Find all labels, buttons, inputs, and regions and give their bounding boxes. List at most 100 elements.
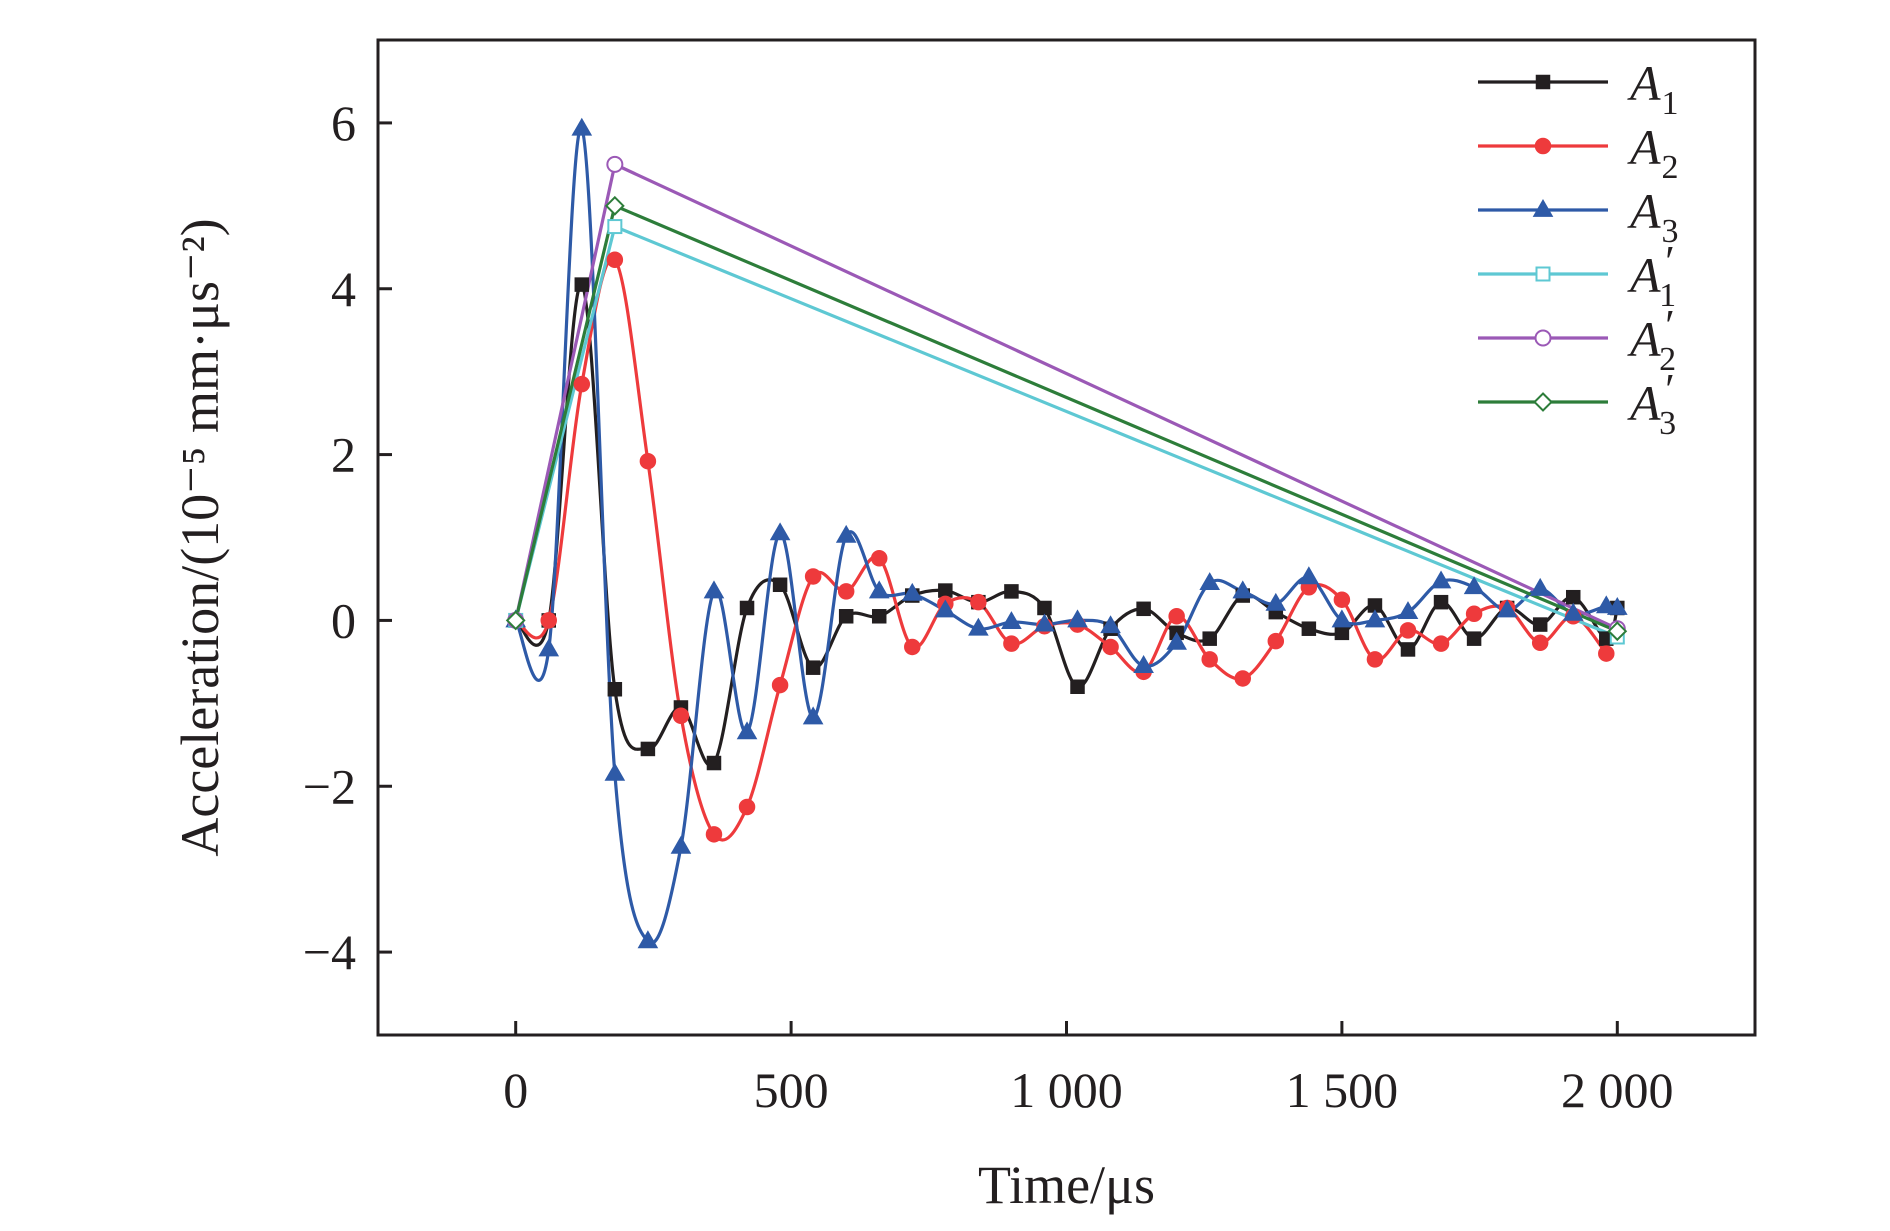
data-point <box>1102 638 1119 656</box>
data-point <box>606 155 624 173</box>
legend-label: A′ 2 <box>1627 301 1676 378</box>
data-point <box>938 583 953 598</box>
data-point <box>1166 631 1187 650</box>
data-point <box>739 600 755 616</box>
data-point <box>538 638 560 657</box>
data-point <box>1606 596 1628 615</box>
x-tick-label: 0 <box>503 1062 528 1118</box>
y-tick-label: 6 <box>331 95 356 151</box>
legend-label-prime: ′ <box>1663 365 1674 414</box>
data-point <box>1496 599 1518 618</box>
data-point <box>1562 602 1584 621</box>
data-point <box>672 707 690 725</box>
data-point <box>1070 679 1085 694</box>
data-point <box>1133 655 1154 673</box>
data-point <box>1298 566 1320 585</box>
data-point <box>1465 605 1483 623</box>
data-point <box>968 617 989 636</box>
data-point <box>1397 601 1419 620</box>
legend-item: A2 <box>1478 119 1679 186</box>
data-point <box>1331 609 1353 628</box>
data-point <box>705 826 723 843</box>
data-point <box>1334 625 1350 641</box>
data-point <box>1565 589 1581 605</box>
data-point <box>1529 577 1551 596</box>
legend-item: A′ 1 <box>1478 237 1676 314</box>
data-point <box>571 117 593 136</box>
data-point <box>1430 570 1452 589</box>
x-tick-label: 1 500 <box>1286 1062 1399 1118</box>
data-point <box>1301 621 1317 636</box>
data-point <box>1136 601 1151 617</box>
data-point <box>870 549 888 567</box>
data-point <box>1201 651 1218 668</box>
y-axis-title: Acceleration/(10⁻⁵ mm·μs⁻²) <box>170 218 230 856</box>
data-point <box>1100 615 1121 634</box>
data-point <box>637 930 659 949</box>
data-point <box>1004 584 1019 599</box>
data-point <box>1400 642 1416 657</box>
data-point <box>935 599 956 618</box>
data-point <box>604 762 626 781</box>
data-point <box>1199 572 1221 591</box>
y-tick-label: 2 <box>331 427 356 483</box>
legend-label-prime: ′ <box>1663 237 1674 286</box>
data-point <box>1034 613 1055 632</box>
data-point <box>703 580 725 599</box>
data-point <box>970 593 987 611</box>
data-point <box>1531 634 1549 652</box>
data-point <box>1466 631 1482 646</box>
legend-item: A′ 2 <box>1478 301 1676 378</box>
data-point <box>505 610 526 631</box>
series-line-6 <box>514 204 1618 633</box>
data-point <box>802 706 824 725</box>
plot-frame <box>376 38 1757 1037</box>
x-axis: 0 500 1 000 1 500 2 000 <box>503 1021 1674 1118</box>
y-tick-label: 4 <box>331 261 356 317</box>
legend-label-sub: 2 <box>1662 149 1679 186</box>
legend-label-main: A <box>1627 119 1661 175</box>
legend-label: A2 <box>1627 119 1679 186</box>
series-lines <box>514 126 1619 945</box>
legend-label-sub: 3 <box>1662 213 1679 250</box>
data-point <box>769 522 791 541</box>
data-point <box>1168 608 1185 625</box>
data-point <box>606 251 624 268</box>
legend-item: A1 <box>1478 55 1679 122</box>
data-point <box>1364 609 1386 628</box>
data-point <box>639 452 657 470</box>
y-tick-label: −4 <box>303 924 356 980</box>
legend-marker <box>1533 392 1553 412</box>
data-point <box>838 609 854 624</box>
legend-label-sub: 3 <box>1659 405 1676 442</box>
data-point <box>1366 651 1384 668</box>
data-point <box>1234 670 1252 687</box>
data-point <box>706 755 722 771</box>
legend-label-main: A <box>1627 183 1661 239</box>
data-point <box>1333 591 1351 608</box>
data-point <box>805 660 821 675</box>
legend-label-sub: 2 <box>1659 341 1676 378</box>
data-point <box>607 681 623 697</box>
data-point <box>1232 580 1254 599</box>
x-tick-label: 1 000 <box>1010 1062 1123 1118</box>
data-point <box>772 577 788 593</box>
y-axis: −4 −2 0 2 4 6 <box>303 95 392 980</box>
legend-marker <box>1534 137 1552 155</box>
data-point <box>804 568 822 585</box>
data-point <box>904 638 921 656</box>
data-point <box>1265 592 1287 611</box>
legend-label-main: A <box>1627 55 1661 111</box>
data-point <box>1598 645 1615 662</box>
data-point <box>1067 609 1088 628</box>
x-tick-label: 500 <box>754 1062 829 1118</box>
data-point <box>540 612 557 629</box>
data-point <box>871 609 887 624</box>
legend-label-main: A <box>1627 311 1661 367</box>
legend-label-sub: 1 <box>1662 85 1679 122</box>
data-point <box>607 219 623 235</box>
legend-label: A′ 3 <box>1627 365 1676 442</box>
